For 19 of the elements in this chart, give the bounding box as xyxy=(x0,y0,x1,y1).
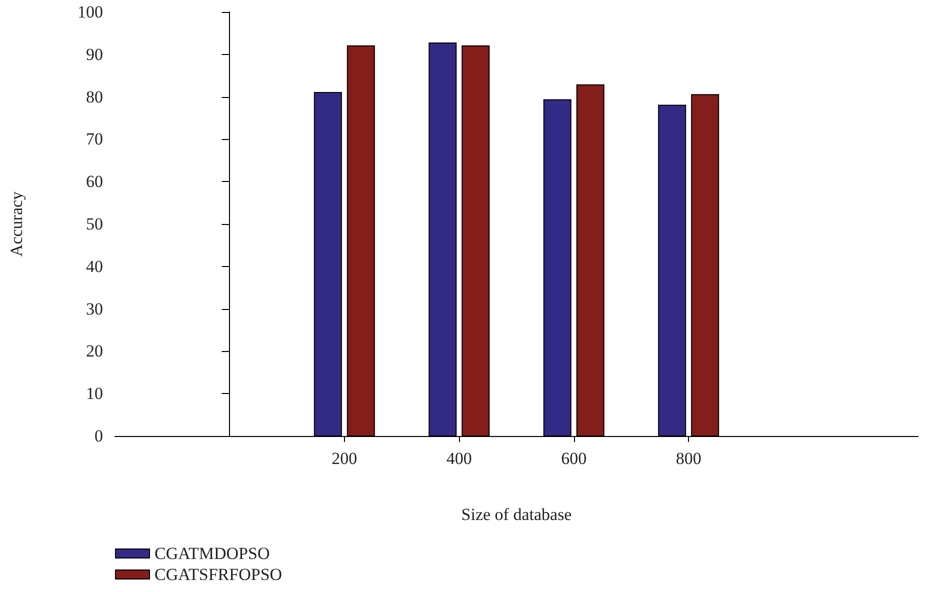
y-tick-label: 50 xyxy=(86,214,103,234)
legend-label: CGATMDOPSO xyxy=(154,544,270,563)
x-axis-title: Size of database xyxy=(461,505,572,524)
x-tick-label: 800 xyxy=(676,449,702,468)
y-tick-label: 100 xyxy=(78,2,103,22)
y-tick-label: 30 xyxy=(86,299,103,318)
y-tick-label: 70 xyxy=(86,130,103,149)
x-tick-label: 200 xyxy=(332,449,358,468)
y-tick-label: 0 xyxy=(94,426,103,446)
y-tick-label: 20 xyxy=(86,342,103,361)
y-tick-label: 80 xyxy=(86,87,103,106)
y-tick-label: 10 xyxy=(86,384,103,404)
y-axis-title: Accuracy xyxy=(7,190,26,257)
legend-label: CGATSFRFOPSO xyxy=(154,565,282,584)
x-tick-label: 600 xyxy=(561,449,587,468)
x-tick-label: 400 xyxy=(446,449,472,468)
y-tick-label: 40 xyxy=(86,256,103,276)
y-tick-label: 60 xyxy=(86,172,103,192)
y-tick-label: 90 xyxy=(86,44,103,64)
